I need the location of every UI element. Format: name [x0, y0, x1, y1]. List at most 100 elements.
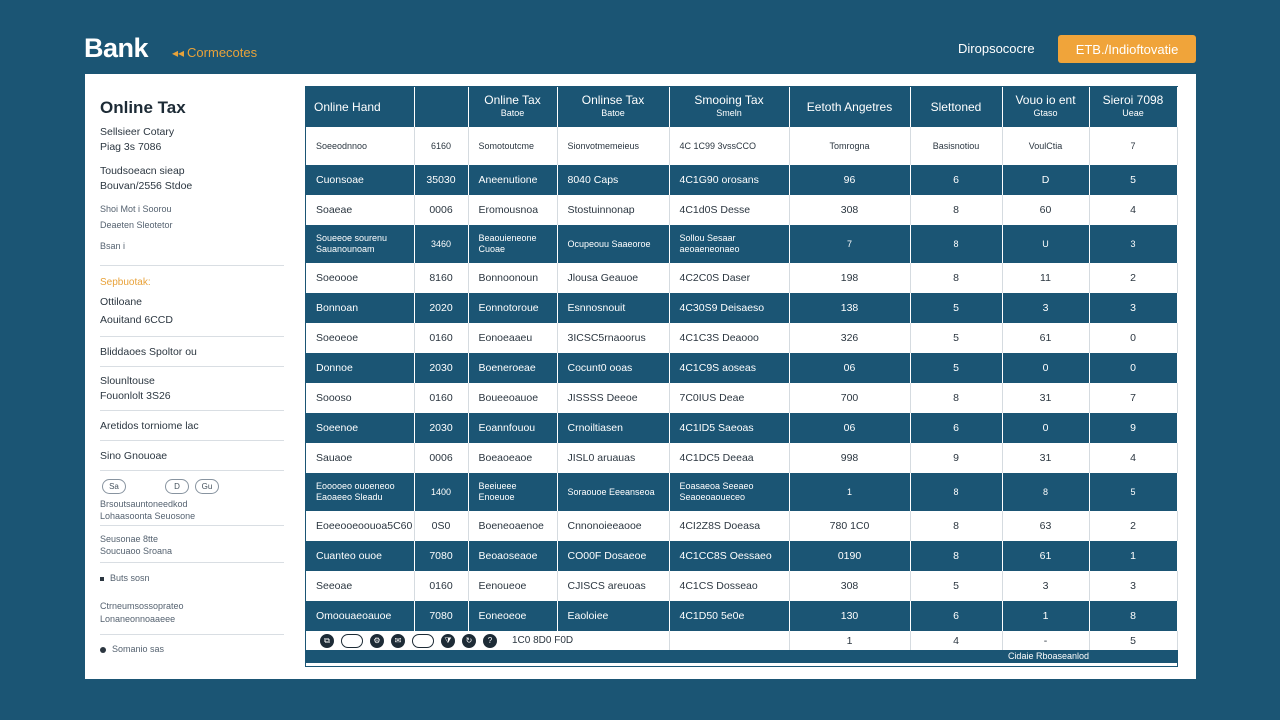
column-header[interactable]: Vouo io ent Gtaso: [1002, 87, 1090, 127]
table-cell-text: 308: [840, 580, 859, 592]
table-cell: 3460: [414, 225, 469, 263]
column-header-title: Online Hand: [314, 99, 381, 114]
divider: [100, 410, 284, 411]
table-cell-text: Boeaoeaoe: [478, 452, 533, 464]
table-cell: 7: [789, 225, 911, 263]
table-row[interactable]: Soeoeoe 0160 Eonoeaaeu 3ICSC5rnaoorus 4C1C3S…: [306, 323, 1178, 353]
table-row[interactable]: Cuanteo ouoe 7080 Beoaoseaoe CO00F Dosaeoe 4…: [306, 541, 1178, 571]
filter-pill[interactable]: Sa: [102, 479, 126, 494]
table-cell: 06: [789, 353, 911, 383]
table-row[interactable]: Bonnoan 2020 Eonnotoroue Esnnosnouit 4C30S9 …: [306, 293, 1178, 323]
filter-pill[interactable]: D: [165, 479, 189, 494]
table-row[interactable]: Sauaoe 0006 Boeaoeaoe JISL0 aruauas 4C1DC5 D…: [306, 443, 1178, 473]
table-cell-text: 7C0IUS Deae: [679, 392, 745, 404]
table-cell-text: 0: [1042, 422, 1049, 434]
table-cell-text: 6: [953, 174, 959, 186]
table-cell: 61: [1002, 323, 1090, 353]
brand-logo[interactable]: Bank: [84, 33, 149, 63]
help-icon[interactable]: ?: [483, 633, 497, 648]
sidebar-item[interactable]: Buts sosn: [100, 573, 150, 583]
table-cell-text: VoulCtia: [1028, 140, 1063, 151]
sidebar-line: Sellsieer Cotary: [100, 126, 175, 138]
table-row[interactable]: Eooooeo ouoeneoo Eaoaeeo Sleadu 1400 Beeiu…: [306, 473, 1178, 511]
sidebar-item[interactable]: Fouonlolt 3S26: [100, 390, 171, 402]
header-cta-button[interactable]: ETB./Indioftovatie: [1058, 35, 1196, 63]
table-row[interactable]: Soeenoe 2030 Eoannfouou Crnoiltiasen 4C1ID5 …: [306, 413, 1178, 443]
filter-icon[interactable]: ⧩: [441, 633, 455, 648]
table-cell: Eromousnoa: [468, 195, 558, 225]
table-cell-text: 06: [843, 362, 856, 374]
column-header-title: Slettoned: [930, 99, 982, 114]
sidebar-item[interactable]: Sino Gnouoae: [100, 450, 168, 462]
refresh-icon[interactable]: ↻: [462, 633, 476, 648]
chat-icon[interactable]: ✉: [391, 633, 405, 648]
table-cell: 0160: [414, 383, 469, 413]
sidebar-item[interactable]: Aouitand 6CCD: [100, 314, 173, 326]
table-cell: 0S0: [414, 511, 469, 541]
table-row[interactable]: Soaeae 0006 Eromousnoa Stostuinnonap 4C1d0S …: [306, 195, 1178, 225]
table-row[interactable]: Soeoooe 8160 Bonnoonoun Jlousa Geauoe 4C2C0S…: [306, 263, 1178, 293]
sidebar-line: Seusonae 8tte: [100, 534, 159, 544]
table-cell-text: 4C30S9 Deisaeso: [679, 302, 765, 314]
table-cell-text: Beeiueee Enoeuoe: [478, 481, 517, 502]
table-cell-text: 5: [953, 302, 959, 314]
sidebar-line: Ctrneumsossoprateo: [100, 601, 184, 611]
table-cell-text: Soooso: [316, 392, 352, 404]
table-row[interactable]: Soooso 0160 Boueeoauoe JISSSS Deeoe 7C0IUS D…: [306, 383, 1178, 413]
sidebar-item[interactable]: Slounltouse: [100, 375, 155, 387]
table-row[interactable]: Soeeodnnoo 6160 Somotoutcme Sionvotmemeieus…: [306, 127, 1178, 165]
table-cell-text: 5: [1130, 486, 1136, 497]
copy-icon[interactable]: ⧉: [320, 633, 334, 648]
table-cell: 4C1C9S aoseas: [669, 353, 790, 383]
table-cell: 7080: [414, 601, 469, 631]
table-toolbar-row: ⧉ ⚙ ✉ ⧩ ↻? 1C0 8D0 F0D 1 4-5: [306, 631, 1178, 650]
sidebar-item[interactable]: Somanio sas: [100, 644, 164, 654]
table-row[interactable]: Omoouaeoauoe 7080 Eoneoeoe Eaoloiee 4C1D50 5…: [306, 601, 1178, 631]
table-cell-text: 7: [1130, 392, 1136, 404]
column-header-subtitle: Batoe: [500, 108, 525, 118]
header-link[interactable]: Diropsococre: [958, 41, 1035, 56]
table-cell-text: 8: [953, 272, 959, 284]
settings-icon[interactable]: ⚙: [370, 633, 384, 648]
table-row[interactable]: Soueeoe sourenu Sauanounoam 3460 Beaouiene…: [306, 225, 1178, 263]
column-header[interactable]: Onlinse Tax Batoe: [557, 87, 670, 127]
table-cell: 4C1DC5 Deeaa: [669, 443, 790, 473]
filter-pill[interactable]: Gu: [195, 479, 219, 494]
table-row[interactable]: Eoeeooeoouoa5C60 0S0 Boeneoaenoe Cnnonoieea…: [306, 511, 1178, 541]
table-cell: 31: [1002, 443, 1090, 473]
toggle-icon[interactable]: [341, 633, 363, 648]
table-row[interactable]: Cuonsoae 35030 Aneenutione 8040 Caps 4C1G90 …: [306, 165, 1178, 195]
column-header[interactable]: Online Hand: [306, 87, 415, 127]
table-cell: 5: [910, 293, 1003, 323]
table-cell: 11: [1002, 263, 1090, 293]
sidebar: Online Tax Sellsieer Cotary Piag 3s 7086…: [85, 74, 285, 679]
table-cell-text: 4C1CS Dosseao: [679, 580, 758, 592]
table-cell: 0190: [789, 541, 911, 571]
table-cell: 326: [789, 323, 911, 353]
table-cell: 4C1D50 5e0e: [669, 601, 790, 631]
column-header[interactable]: [414, 87, 469, 127]
toggle-icon[interactable]: [412, 633, 434, 648]
table-cell-text: 11: [1040, 272, 1051, 284]
table-row[interactable]: Seeoae 0160 Eenoueoe CJISCS areuoas 4C1CS Do…: [306, 571, 1178, 601]
column-header[interactable]: Sieroi 7098 Ueae: [1089, 87, 1178, 127]
column-header[interactable]: Eetoth Angetres: [789, 87, 911, 127]
table-row[interactable]: Donnoe 2030 Boeneroeae Cocunt0 ooas 4C1C9S a…: [306, 353, 1178, 383]
column-header[interactable]: Online Tax Batoe: [468, 87, 558, 127]
table-cell-text: Bonnoan: [316, 302, 359, 314]
column-header[interactable]: Slettoned: [910, 87, 1003, 127]
column-header-title: Vouo io ent: [1015, 93, 1076, 107]
table-cell-text: 3: [1042, 302, 1049, 314]
table-cell-text: Ocupeouu Saaeoroe: [567, 238, 651, 249]
table-cell: 3ICSC5rnaoorus: [557, 323, 670, 353]
sidebar-item[interactable]: Ottiloane: [100, 296, 143, 308]
table-cell: 7C0IUS Deae: [669, 383, 790, 413]
table-cell-text: Soraouoe Eeeanseoa: [567, 486, 655, 497]
table-cell: 8: [910, 263, 1003, 293]
table-cell-text: 4: [1130, 204, 1136, 216]
sidebar-item[interactable]: Bliddaoes Spoltor ou: [100, 346, 197, 358]
column-header[interactable]: Smooing Tax Smeln: [669, 87, 790, 127]
table-cell: 4CI2Z8S Doeasa: [669, 511, 790, 541]
sidebar-item[interactable]: Aretidos torniome lac: [100, 420, 199, 432]
table-cell: Seeoae: [306, 571, 415, 601]
